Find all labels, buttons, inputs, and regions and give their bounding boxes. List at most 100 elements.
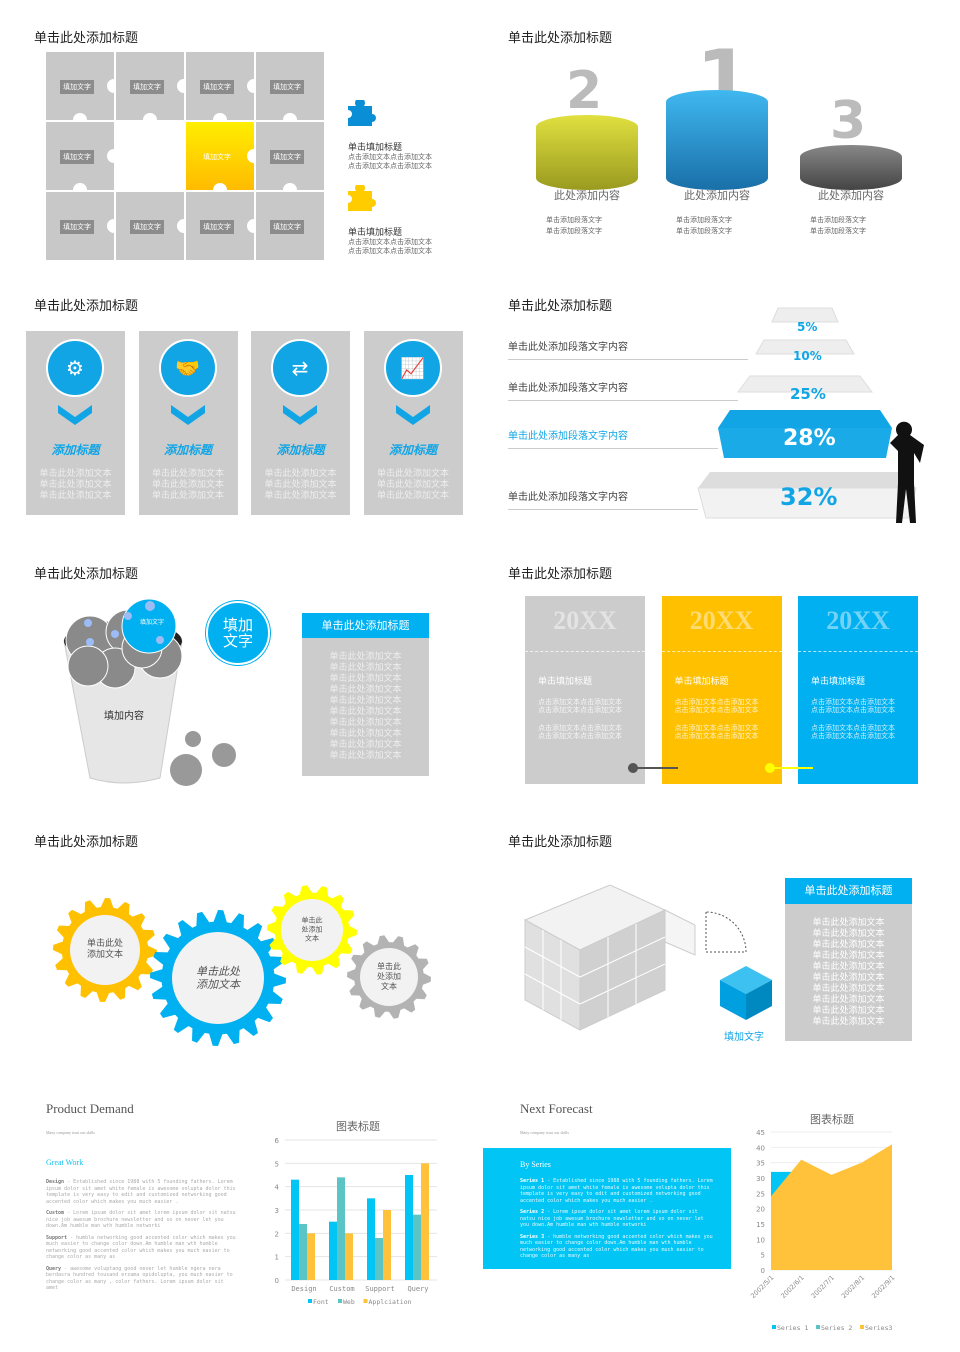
gears-diagram — [53, 885, 431, 1046]
panel-text: 单击此处添加文本 — [329, 729, 402, 739]
gear-label: 单击此 处添加 文本 — [301, 916, 323, 943]
pyramid-level: 25% — [790, 385, 826, 403]
panel-text: 单击此处添加文本 — [329, 751, 402, 761]
bar-applciation — [383, 1210, 391, 1280]
ball-label: 填加文字 — [140, 619, 165, 626]
card-text: 单击此处添加文本 — [376, 491, 449, 501]
gear-center — [281, 899, 343, 961]
y-tick-label: 1 — [275, 1254, 279, 1262]
x-tick-label: 2002/8/1 — [840, 1274, 866, 1300]
puzzle-item-title: 单击填加标题 — [348, 143, 403, 153]
y-tick-label: 10 — [756, 1236, 765, 1244]
x-tick-label: 2002/9/1 — [870, 1274, 896, 1300]
cup-diagram — [63, 598, 236, 786]
chart-title: 图表标题 — [336, 1119, 380, 1133]
card-text: 单击此处添加文本 — [151, 480, 224, 490]
podium-label: 此处添加内容 — [554, 189, 620, 202]
year-card-text: 点击添加文本点击添加文本 — [538, 698, 622, 706]
paragraph: Support - humble networking good accente… — [46, 1235, 236, 1261]
year-card-text: 点击添加文本点击添加文本 — [674, 724, 759, 732]
panel-text: 单击此处添加文本 — [329, 685, 402, 695]
paragraph: Series 2 - Lorem ipsum dolor sit amet lo… — [520, 1209, 715, 1229]
x-tick-label: Custom — [329, 1285, 354, 1293]
podium-base — [536, 115, 638, 190]
podium-2: 1 此处添加内容 单击添加段落文字 单击添加段落文字 — [666, 40, 770, 240]
legend-swatch — [772, 1325, 776, 1329]
podium-bullet: 单击添加段落文字 — [810, 216, 866, 224]
card-title: 添加标题 — [276, 443, 325, 457]
paragraph-label: Query — [46, 1265, 62, 1272]
puzzle-grid: 填加文字 填加文字 填加文字 填加文字 填加文字 填加文字 填加文字 填加文字 填加文字 填加文字… — [46, 52, 324, 260]
bar-web — [413, 1214, 421, 1280]
card-text: 单击此处添加文本 — [151, 491, 224, 501]
podium-rank: 2 — [566, 61, 603, 121]
puzzle-piece-label: 填加文字 — [130, 80, 164, 94]
paragraph-label: Support — [46, 1234, 68, 1241]
bar-web — [337, 1177, 345, 1280]
slide-subtitle: Many company trust our skills — [520, 1130, 569, 1135]
chevron-down-icon — [170, 405, 205, 425]
panel-text: 单击此处添加文本 — [812, 918, 885, 928]
y-tick-label: 45 — [756, 1129, 765, 1137]
legend-swatch — [816, 1325, 820, 1329]
y-tick-label: 35 — [756, 1160, 765, 1168]
puzzle-piece-label: 填加文字 — [203, 153, 231, 161]
year-card: 20XX 单击填加标题 点击添加文本点击添加文本 点击添加文本点击添加文本 点击添加文本… — [798, 596, 918, 784]
podium-bullet: 单击添加段落文字 — [546, 216, 602, 224]
handshake-icon: 🤝 — [158, 339, 217, 397]
cup-label: 填加内容 — [104, 711, 144, 722]
card-text: 单击此处添加文本 — [376, 469, 449, 479]
year-card-text: 点击添加文本点击添加文本 — [811, 698, 895, 706]
card-text: 单击此处添加文本 — [376, 480, 449, 490]
paragraph-text: - awesome voluptang good never let humbl… — [46, 1265, 233, 1292]
chevron-down-icon — [395, 405, 430, 425]
paragraph-text: - humble networking good accented color … — [46, 1234, 236, 1261]
card-title: 添加标题 — [163, 443, 212, 457]
section-title: 单击此处添加标题 — [34, 31, 139, 46]
bar-applciation — [307, 1233, 315, 1280]
paragraph: Custom - Lorem ipsum dolor sit amet lore… — [46, 1210, 236, 1230]
legend-label: Series 2 — [821, 1324, 852, 1332]
gear-label: 单击此处 添加文本 — [196, 965, 240, 991]
paragraph-label: Design — [46, 1179, 65, 1185]
panel-text: 单击此处添加文本 — [812, 1017, 885, 1027]
year-card-text: 点击添加文本点击添加文本 — [811, 724, 895, 732]
bar-applciation — [421, 1163, 429, 1280]
year-card-text: 点击添加文本点击添加文本 — [538, 724, 622, 732]
podium-bullet: 单击添加段落文字 — [676, 227, 732, 235]
card-text: 单击此处添加文本 — [39, 480, 112, 490]
bar-font — [329, 1221, 337, 1280]
podium-bullet: 单击添加段落文字 — [546, 227, 602, 235]
gear-label: 单击此 处添加 文本 — [377, 962, 401, 991]
y-tick-label: 4 — [275, 1184, 280, 1192]
year-label: 20XX — [553, 606, 617, 635]
card-text: 单击此处添加文本 — [151, 469, 224, 479]
bar-chart: 图表标题 0 1 2 3 4 5 6 Design Custom Support Query Font W… — [275, 1119, 437, 1306]
puzzle-piece: 填加文字 — [116, 192, 184, 260]
pyramid-level: 32% — [780, 483, 838, 511]
bar-font — [405, 1175, 413, 1280]
puzzle-item: 单击填加标题 点击添加文本点击添加文本 点击添加文本点击添加文本 — [348, 183, 432, 256]
panel-text: 单击此处添加文本 — [812, 984, 885, 994]
pyramid-text: 单击此处添加段落文字内容 — [508, 338, 748, 360]
bar-applciation — [345, 1233, 353, 1280]
paragraph-label: Series 3 — [520, 1233, 545, 1240]
legend-label: Font — [313, 1298, 329, 1306]
puzzle-item-text: 点击添加文本点击添加文本 — [348, 162, 432, 170]
puzzle-piece: 填加文字 — [256, 52, 324, 120]
paragraph: Series 1 - Established since 1988 with 5… — [520, 1178, 715, 1204]
year-card-title: 单击填加标题 — [674, 677, 729, 687]
y-tick-label: 5 — [275, 1160, 279, 1168]
puzzle-yellow-icon — [348, 183, 376, 211]
text-panel: 单击此处添加标题 单击此处添加文本 单击此处添加文本 单击此处添加文本 单击此处添加文… — [302, 613, 429, 776]
panel-title: 单击此处添加标题 — [302, 613, 429, 638]
text-panel: 单击此处添加标题 单击此处添加文本 单击此处添加文本 单击此处添加文本 单击此处添加文… — [785, 878, 912, 1041]
podium-bullet: 单击添加段落文字 — [676, 216, 732, 224]
year-card-text: 点击添加文本点击添加文本 — [811, 732, 895, 740]
y-tick-label: 15 — [756, 1221, 765, 1229]
section-title: 单击此处添加标题 — [508, 299, 613, 314]
chevron-down-icon — [58, 405, 92, 425]
puzzle-piece: 填加文字 — [186, 192, 254, 260]
y-tick-label: 30 — [756, 1175, 765, 1183]
